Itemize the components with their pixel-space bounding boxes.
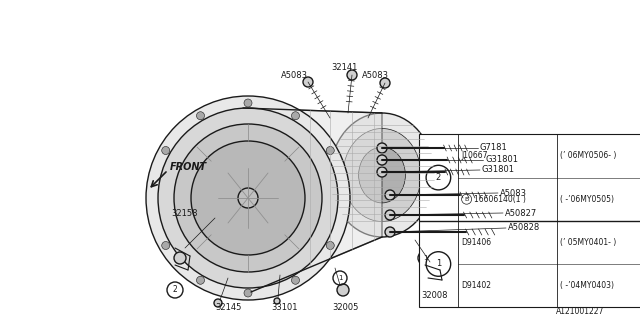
Circle shape	[158, 108, 338, 288]
Text: 1: 1	[338, 275, 342, 281]
Circle shape	[196, 112, 205, 120]
Circle shape	[174, 252, 186, 264]
Text: 2: 2	[173, 285, 177, 294]
Text: 32005: 32005	[332, 303, 358, 313]
Circle shape	[377, 155, 387, 165]
Circle shape	[337, 284, 349, 296]
Text: 32158: 32158	[172, 209, 198, 218]
Circle shape	[244, 99, 252, 107]
Circle shape	[244, 289, 252, 297]
Text: D91406: D91406	[461, 238, 492, 247]
Text: 16606140(1 ): 16606140(1 )	[474, 195, 525, 204]
Text: A50828: A50828	[508, 223, 540, 233]
Text: 1: 1	[423, 255, 428, 261]
Circle shape	[214, 299, 222, 307]
Circle shape	[326, 242, 334, 250]
Circle shape	[162, 242, 170, 250]
Circle shape	[385, 190, 395, 200]
Text: ( -’04MY0403): ( -’04MY0403)	[560, 281, 614, 290]
Text: ( -’06MY0505): ( -’06MY0505)	[560, 195, 614, 204]
Circle shape	[191, 141, 305, 255]
Text: A121001227: A121001227	[556, 308, 604, 316]
Text: A50827: A50827	[505, 209, 537, 218]
Circle shape	[238, 188, 258, 208]
Text: 32141: 32141	[331, 63, 357, 73]
Circle shape	[303, 77, 313, 87]
Text: 1: 1	[436, 260, 441, 268]
Polygon shape	[243, 108, 382, 292]
Circle shape	[196, 276, 205, 284]
Circle shape	[146, 96, 350, 300]
Text: G31801: G31801	[485, 156, 518, 164]
Circle shape	[385, 227, 395, 237]
Text: A5083: A5083	[500, 188, 527, 197]
Text: 33101: 33101	[272, 303, 298, 313]
Ellipse shape	[330, 113, 434, 237]
Text: FRONT: FRONT	[170, 162, 207, 172]
Text: (’ 05MY0401- ): (’ 05MY0401- )	[560, 238, 616, 247]
Text: G31801: G31801	[482, 165, 515, 174]
Circle shape	[174, 124, 322, 272]
Ellipse shape	[343, 129, 421, 221]
Text: 32145: 32145	[215, 303, 241, 313]
Circle shape	[347, 70, 357, 80]
Circle shape	[385, 210, 395, 220]
Circle shape	[162, 147, 170, 155]
Text: A5083: A5083	[362, 71, 388, 81]
Circle shape	[430, 266, 440, 276]
Circle shape	[291, 112, 300, 120]
Text: D91402: D91402	[461, 281, 492, 290]
Text: (’ 06MY0506- ): (’ 06MY0506- )	[560, 151, 616, 161]
Text: 32008: 32008	[422, 291, 448, 300]
Circle shape	[274, 298, 280, 304]
Text: A5083: A5083	[280, 70, 307, 79]
Circle shape	[377, 143, 387, 153]
Text: J10667: J10667	[461, 151, 488, 161]
Text: G7181: G7181	[480, 143, 508, 153]
Text: B: B	[465, 197, 468, 202]
Bar	[419, 134, 640, 307]
Circle shape	[380, 78, 390, 88]
Text: 2: 2	[436, 173, 441, 182]
Circle shape	[326, 147, 334, 155]
Ellipse shape	[358, 147, 405, 203]
Circle shape	[291, 276, 300, 284]
Circle shape	[377, 167, 387, 177]
